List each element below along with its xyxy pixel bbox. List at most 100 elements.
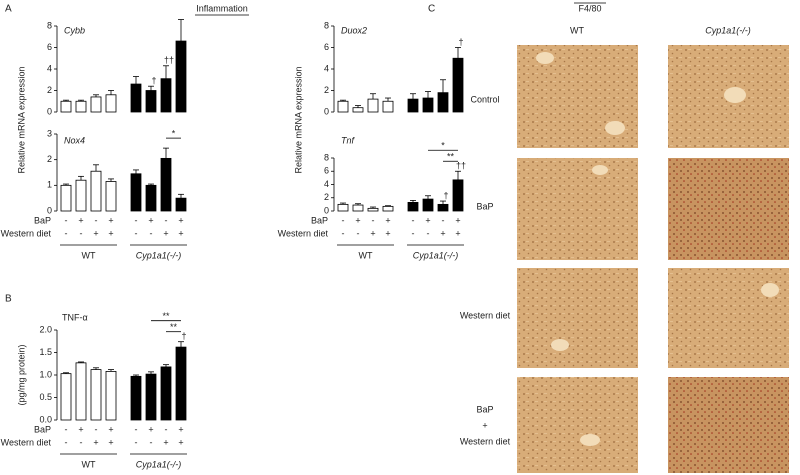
annotation: †	[458, 37, 463, 47]
y-tick-label: 0	[47, 106, 52, 116]
bar	[407, 201, 419, 212]
y-tick-label: 0	[47, 205, 52, 215]
sign: +	[108, 437, 113, 447]
sign: -	[342, 215, 345, 225]
bar	[437, 92, 449, 113]
bar	[160, 78, 172, 113]
panel-label: A	[5, 4, 12, 15]
bracket-label: **	[447, 152, 455, 162]
sign: -	[65, 228, 68, 238]
sign: -	[412, 215, 415, 225]
bar	[75, 179, 87, 212]
annotation: ††	[164, 55, 174, 65]
sign: +	[355, 215, 360, 225]
y-tick-label: 1.5	[39, 347, 52, 357]
sign: +	[440, 228, 445, 238]
y-axis-label: (pg/mg protein)	[16, 344, 26, 405]
sign: -	[150, 437, 153, 447]
sign: -	[135, 228, 138, 238]
y-tick-label: 6	[47, 42, 52, 52]
sign: -	[150, 228, 153, 238]
row-label: Western diet	[460, 310, 511, 320]
micrograph	[517, 268, 638, 368]
panel-label: C	[428, 4, 435, 15]
sign: -	[135, 437, 138, 447]
sign: +	[178, 424, 183, 434]
sign: +	[178, 228, 183, 238]
bar	[145, 90, 157, 113]
y-axis-label: Relative mRNA expression	[293, 66, 303, 173]
y-tick-label: 4	[47, 63, 52, 73]
micrographs	[517, 45, 789, 473]
bar	[60, 100, 72, 113]
sign: +	[163, 437, 168, 447]
sign: +	[78, 215, 83, 225]
y-tick-label: 4	[324, 63, 329, 73]
bar	[337, 100, 349, 113]
bar	[337, 203, 349, 212]
bar	[452, 179, 464, 212]
column-label: WT	[570, 25, 584, 35]
y-tick-label: 8	[324, 20, 329, 30]
sign: +	[108, 215, 113, 225]
bar	[175, 197, 187, 212]
sign: +	[455, 228, 460, 238]
chart-title: TNF-α	[62, 312, 88, 322]
sign: -	[427, 228, 430, 238]
vessel	[761, 283, 779, 297]
sign: -	[95, 424, 98, 434]
bar	[352, 204, 364, 212]
sign: +	[78, 424, 83, 434]
sign: -	[65, 437, 68, 447]
y-tick-label: 6	[324, 166, 329, 176]
annotation: ††	[456, 161, 466, 171]
row-label: BaP	[311, 215, 328, 225]
sign: +	[163, 228, 168, 238]
bar	[175, 40, 187, 113]
bar	[382, 205, 394, 212]
y-tick-label: 0	[324, 106, 329, 116]
bar	[75, 362, 87, 421]
bar	[90, 170, 102, 212]
y-tick-label: 0.5	[39, 392, 52, 402]
chart-title: Tnf	[341, 135, 356, 145]
stain-label: F4/80	[578, 3, 601, 13]
bar	[160, 157, 172, 212]
micrograph	[517, 158, 638, 260]
vessel	[724, 87, 746, 103]
sign: +	[385, 228, 390, 238]
sign: -	[135, 215, 138, 225]
bracket-label: *	[441, 141, 445, 151]
sign: -	[65, 424, 68, 434]
row-label: BaP	[476, 404, 493, 414]
sign: -	[372, 215, 375, 225]
annotation: †	[443, 190, 448, 200]
sign: +	[148, 424, 153, 434]
bar	[437, 203, 449, 212]
y-tick-label: 2	[47, 154, 52, 164]
vessel	[592, 165, 608, 175]
row-label: BaP	[476, 201, 493, 211]
sign: -	[165, 215, 168, 225]
sign: +	[178, 215, 183, 225]
bracket-label: *	[172, 128, 176, 138]
bracket-label: **	[170, 322, 178, 332]
y-tick-label: 6	[324, 42, 329, 52]
bar	[422, 198, 434, 212]
y-tick-label: 3	[47, 128, 52, 138]
bar	[60, 184, 72, 212]
vessel	[580, 434, 600, 446]
panel-label: B	[5, 294, 12, 305]
row-label: Western diet	[460, 436, 511, 446]
micrograph	[517, 377, 638, 473]
y-tick-label: 2	[324, 85, 329, 95]
group-label: Cyp1a1(-/-)	[136, 250, 182, 260]
y-tick-label: 8	[47, 20, 52, 30]
vessel	[536, 52, 554, 64]
row-label: Western diet	[1, 228, 52, 238]
sign: -	[80, 437, 83, 447]
sign: -	[95, 215, 98, 225]
sign: -	[165, 424, 168, 434]
y-tick-label: 0	[324, 205, 329, 215]
